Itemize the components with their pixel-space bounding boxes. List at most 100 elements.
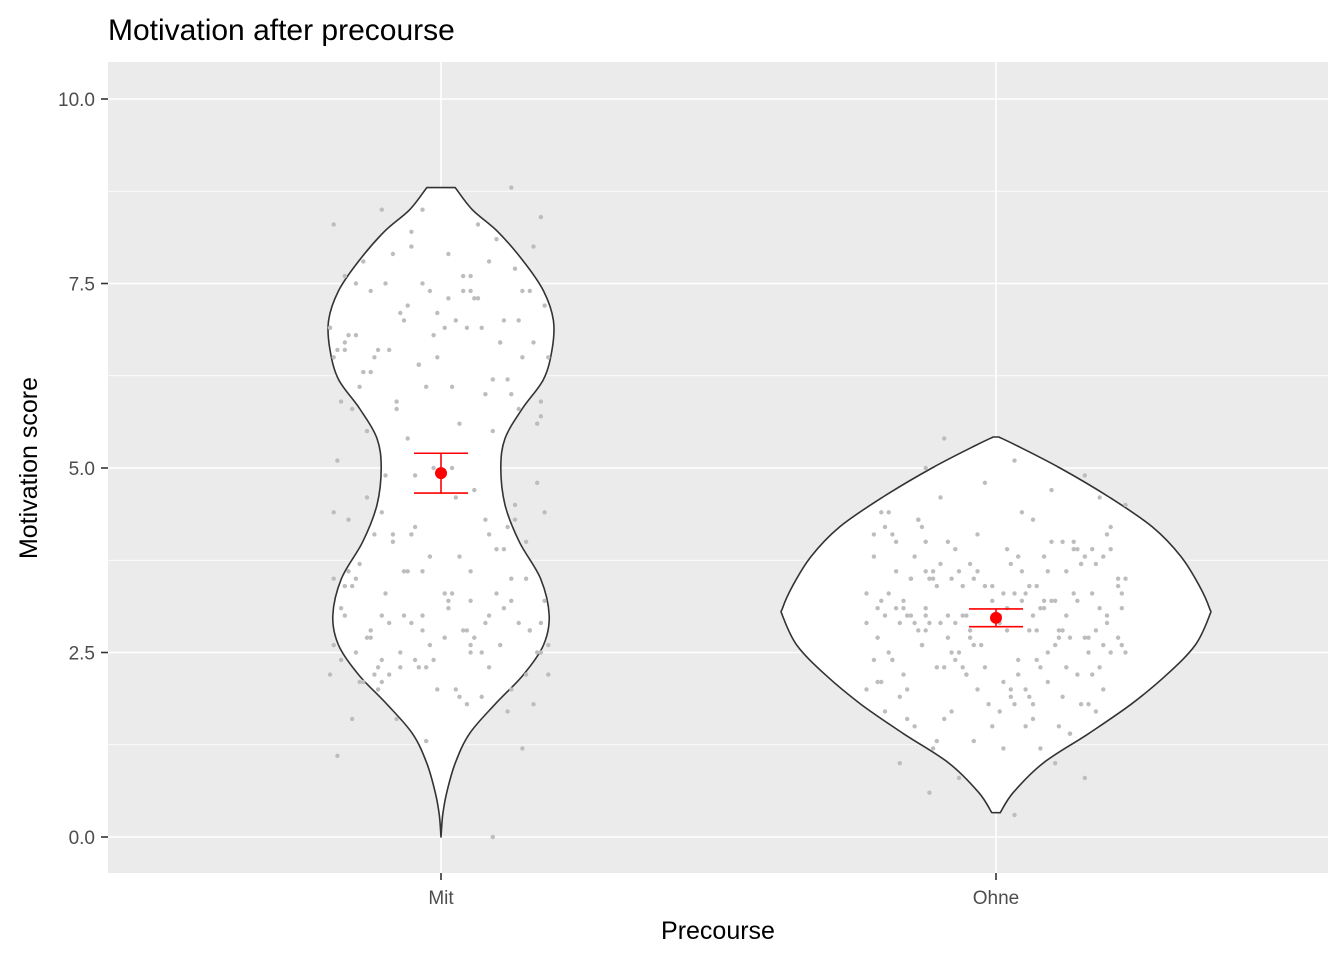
data-point	[412, 524, 418, 530]
data-point	[942, 716, 947, 722]
data-point	[464, 628, 470, 633]
data-point	[886, 591, 891, 596]
data-point	[379, 510, 384, 515]
data-point	[472, 487, 477, 493]
data-point	[357, 561, 362, 567]
data-point	[523, 672, 529, 677]
data-point	[905, 687, 910, 692]
data-point	[1019, 569, 1025, 574]
data-point	[879, 510, 884, 515]
data-point	[342, 273, 347, 279]
data-point	[1056, 628, 1062, 633]
data-point	[475, 296, 481, 301]
data-point	[901, 598, 906, 603]
data-point	[446, 296, 451, 301]
data-point	[538, 620, 544, 626]
data-point	[494, 591, 499, 596]
data-point	[1093, 628, 1099, 633]
data-point	[1030, 517, 1036, 522]
data-point	[1097, 606, 1102, 611]
data-point	[1093, 709, 1099, 714]
data-point	[483, 517, 488, 522]
data-point	[1086, 650, 1091, 655]
data-point	[335, 347, 340, 353]
data-point	[1060, 694, 1065, 699]
data-point	[897, 761, 902, 766]
data-point	[368, 635, 373, 640]
data-point	[956, 775, 962, 781]
data-point	[1123, 650, 1128, 655]
data-point	[905, 716, 910, 722]
data-point	[468, 642, 473, 648]
data-point	[1064, 569, 1069, 574]
data-point	[457, 554, 462, 559]
data-point	[505, 709, 510, 714]
data-point	[401, 569, 407, 574]
data-point	[1045, 650, 1051, 655]
data-point	[442, 635, 447, 640]
data-point	[538, 214, 544, 220]
data-point	[912, 620, 917, 626]
data-point	[368, 369, 373, 375]
data-point	[923, 539, 928, 544]
data-point	[1086, 635, 1091, 640]
data-point	[387, 347, 392, 353]
data-point	[960, 613, 965, 618]
data-point	[394, 399, 399, 404]
data-point	[949, 650, 954, 655]
data-point	[1075, 598, 1080, 603]
data-point	[435, 355, 440, 360]
data-point	[375, 665, 381, 670]
data-point	[1115, 635, 1121, 640]
data-point	[331, 576, 336, 581]
data-point	[498, 340, 503, 345]
data-point	[1027, 583, 1032, 589]
y-tick-label: 2.5	[69, 644, 95, 665]
data-point	[331, 355, 336, 360]
data-point	[520, 746, 525, 751]
data-point	[387, 672, 392, 677]
data-point	[1030, 702, 1036, 707]
data-point	[327, 672, 333, 677]
y-tick-label: 0.0	[69, 828, 95, 849]
data-point	[938, 561, 943, 567]
data-point	[338, 399, 344, 404]
data-point	[390, 539, 396, 544]
data-point	[527, 628, 532, 633]
data-point	[1119, 606, 1125, 611]
data-point	[449, 465, 455, 471]
data-point	[538, 650, 544, 655]
y-axis: 0.0 2.5 5.0 7.5 10.0	[58, 90, 108, 849]
data-point	[960, 665, 965, 670]
data-point	[479, 694, 484, 699]
data-point	[468, 569, 473, 574]
data-point	[967, 635, 973, 640]
data-point	[527, 288, 532, 294]
data-point	[882, 613, 888, 618]
data-point	[468, 650, 473, 655]
data-point	[357, 679, 362, 685]
data-point	[512, 266, 518, 271]
data-point	[431, 465, 436, 471]
data-point	[1090, 547, 1095, 552]
data-point	[353, 333, 359, 338]
data-point	[486, 259, 492, 264]
data-point	[871, 532, 877, 537]
data-point	[483, 620, 488, 626]
data-point	[331, 222, 336, 227]
data-point	[1119, 642, 1125, 648]
data-point	[1101, 687, 1106, 692]
data-point	[1123, 576, 1128, 581]
data-point	[908, 613, 914, 618]
data-point	[912, 554, 917, 559]
data-point	[1071, 539, 1076, 544]
data-point	[982, 480, 988, 485]
data-point	[357, 384, 362, 389]
data-point	[416, 362, 421, 367]
data-point	[535, 650, 540, 655]
data-point	[923, 569, 928, 574]
data-point	[1115, 583, 1121, 589]
data-point	[1027, 694, 1032, 699]
data-point	[427, 642, 433, 648]
